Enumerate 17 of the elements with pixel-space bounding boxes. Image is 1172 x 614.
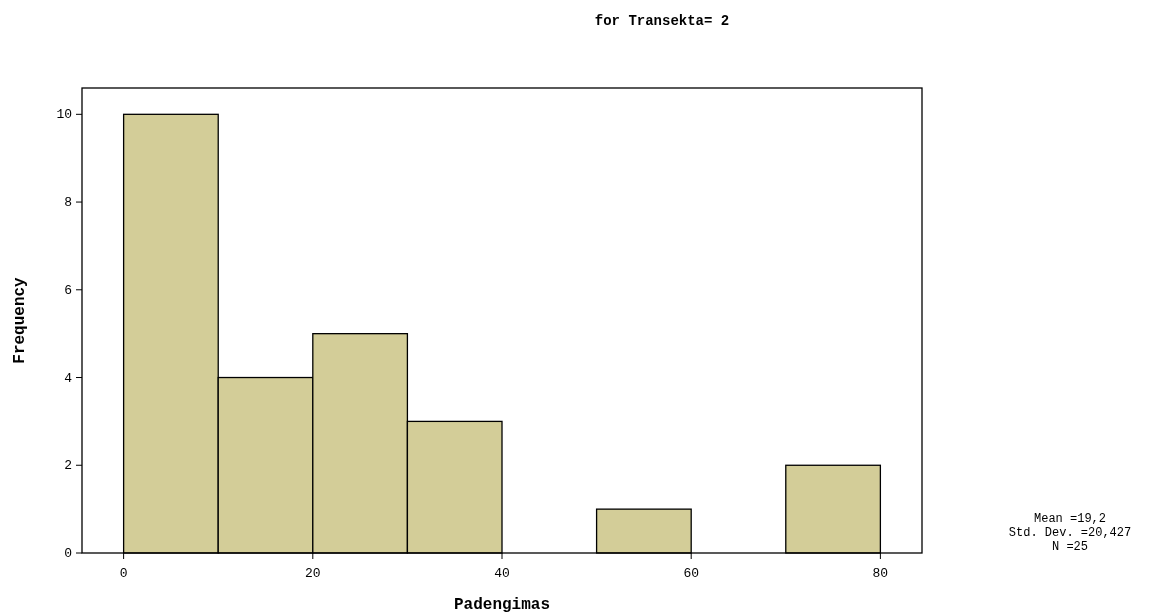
text: Std. Dev. =20,427: [1008, 526, 1132, 540]
y-tick-label: 10: [56, 107, 72, 123]
x-tick-label: 20: [305, 566, 321, 581]
y-tick-label: 2: [64, 458, 72, 474]
y-tick-label: 4: [64, 370, 73, 386]
y-tick-label: 0: [64, 546, 72, 561]
text: Mean =19,2: [1033, 512, 1107, 526]
x-tick-label: 0: [119, 566, 128, 581]
x-tick-label: 60: [683, 566, 699, 581]
chart-title: for Transekta= 2: [594, 13, 730, 29]
y-tick-label: 8: [64, 195, 72, 211]
y-tick-label: 6: [64, 282, 72, 298]
x-tick-label: 40: [494, 566, 510, 581]
y-axis-title: Frequency: [11, 276, 29, 364]
x-tick-label: 80: [872, 566, 889, 581]
text: N =25: [1051, 540, 1089, 554]
x-axis-title: Padengimas: [453, 596, 551, 614]
